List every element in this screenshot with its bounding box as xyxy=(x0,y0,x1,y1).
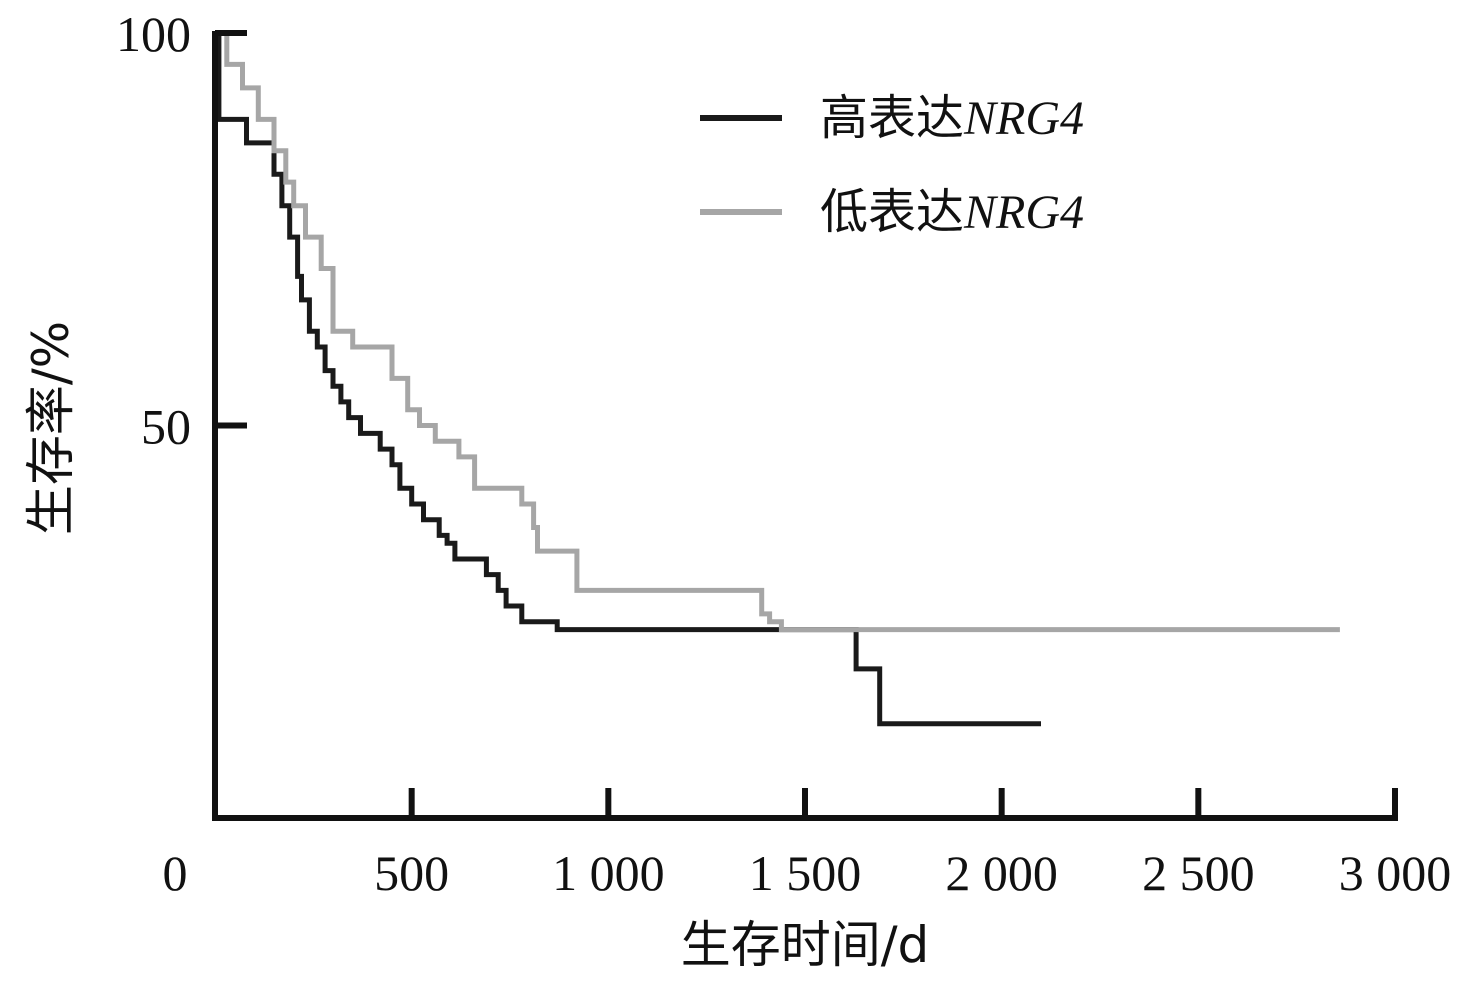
y-axis-title: 生存率/% xyxy=(22,321,80,535)
x-tick-label: 3 000 xyxy=(1339,845,1452,901)
x-tick-label: 0 xyxy=(163,845,188,901)
x-tick-label: 1 500 xyxy=(749,845,862,901)
legend-label-high-prefix: 高表达 xyxy=(820,90,964,146)
series-line-high xyxy=(215,30,1041,727)
tick-labels: 0 500 1 000 1 500 2 000 2 500 3 000 50 100 xyxy=(116,6,1451,901)
x-tick-label: 1 000 xyxy=(552,845,665,901)
series-line-low xyxy=(215,30,1340,633)
axes xyxy=(212,31,1398,821)
legend-label-high: 高表达NRG4 xyxy=(820,90,1084,146)
legend: 高表达NRG4 低表达NRG4 xyxy=(700,90,1084,240)
ticks xyxy=(215,30,1398,818)
x-tick-label: 500 xyxy=(374,845,449,901)
legend-label-low: 低表达NRG4 xyxy=(820,184,1084,240)
x-tick-label: 2 500 xyxy=(1142,845,1255,901)
x-tick-label: 2 000 xyxy=(945,845,1058,901)
y-tick-label: 100 xyxy=(116,6,191,62)
x-axis-title: 生存时间/d xyxy=(681,916,930,974)
legend-label-high-gene: NRG4 xyxy=(963,92,1084,145)
legend-label-low-prefix: 低表达 xyxy=(820,184,964,240)
series-layer xyxy=(215,30,1340,727)
y-tick-label: 50 xyxy=(141,399,191,455)
legend-label-low-gene: NRG4 xyxy=(963,186,1084,239)
